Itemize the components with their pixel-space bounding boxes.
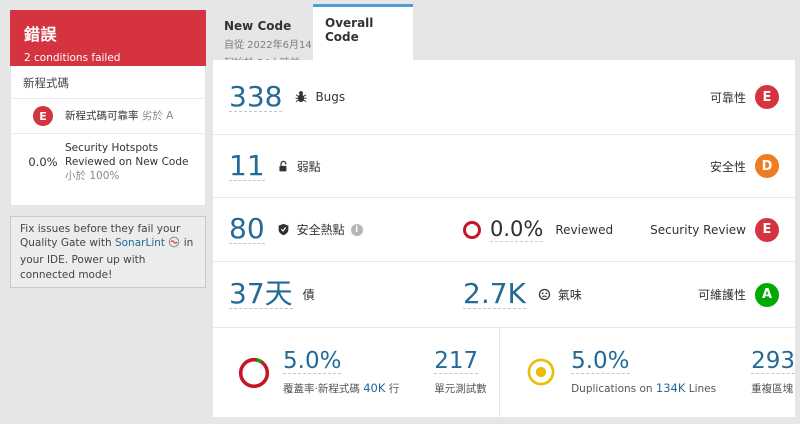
code-smells-block: 2.7K 氣味 — [463, 280, 582, 309]
vulnerabilities-row: 11 弱點 安全性 D — [213, 135, 795, 198]
security-review-rating: Security Review E — [650, 217, 779, 242]
condition-threshold: 劣於 A — [141, 109, 174, 122]
duplicated-blocks-label: 重複區塊 — [751, 382, 794, 395]
overall-code-metrics-panel: 338 Bugs 可靠性 E 11 — [213, 60, 795, 417]
security-review-rating-badge[interactable]: E — [755, 217, 779, 242]
bugs-label: Bugs — [315, 90, 346, 104]
condition-value: 0.0% — [28, 155, 58, 170]
maintainability-rating-badge[interactable]: A — [755, 282, 779, 307]
unit-tests-label: 單元測試數 — [434, 382, 487, 395]
smells-label: 氣味 — [557, 288, 582, 302]
security-hotspots-row: 80 安全熱點 i 0.0% Reviewed Security Review … — [213, 198, 795, 262]
coverage-value-link[interactable]: 5.0% — [283, 347, 342, 374]
condition-row-hotspots-reviewed[interactable]: 0.0% Security Hotspots Reviewed on New C… — [11, 134, 205, 191]
duplicated-blocks-count-link[interactable]: 293 — [751, 347, 795, 374]
condition-rating-cell: E — [21, 106, 65, 126]
condition-threshold: 小於 100% — [65, 170, 120, 183]
coverage-duplications-row: 5.0% 覆蓋率·新程式碼 40K 行 217 單元測試數 — [213, 328, 795, 417]
sonarlint-link[interactable]: SonarLint — [114, 237, 166, 250]
quality-gate-status-subtitle: 2 conditions failed — [24, 52, 121, 64]
hotspots-reviewed-label: Reviewed — [555, 222, 614, 237]
coverage-lines-link[interactable]: 40K — [363, 380, 386, 395]
tab-overall-code[interactable]: Overall Code — [313, 4, 413, 60]
sonarlint-promo-box: Fix issues before they fail your Quality… — [10, 215, 206, 289]
quality-gate-status-header: 錯誤 2 conditions failed — [10, 10, 206, 66]
hotspots-info-icon[interactable]: i — [350, 223, 363, 236]
duplications-label: Duplications on 134K Lines — [571, 381, 716, 395]
bug-icon — [294, 90, 308, 104]
maintainability-rating-label: 可維護性 — [697, 288, 746, 302]
coverage-label: 覆蓋率·新程式碼 40K 行 — [283, 381, 399, 396]
debt-label: 債 — [302, 288, 315, 302]
duplications-block: 5.0% Duplications on 134K Lines 293 重複區塊 — [500, 328, 795, 417]
rating-badge-e-icon: E — [33, 106, 53, 126]
security-rating-label: 安全性 — [709, 159, 746, 174]
reliability-rating-badge[interactable]: E — [755, 85, 779, 109]
maintainability-rating: 可維護性 A — [697, 282, 779, 307]
sonarlint-logo-icon — [168, 236, 180, 253]
quality-gate-sidebar: 錯誤 2 conditions failed 新程式碼 E 新程式碼可靠率 劣於… — [10, 10, 206, 289]
coverage-block: 5.0% 覆蓋率·新程式碼 40K 行 217 單元測試數 — [213, 328, 501, 417]
vulnerabilities-label: 弱點 — [296, 159, 321, 174]
condition-text: Security Hotspots Reviewed on New Code 小… — [65, 141, 195, 184]
unit-tests-block: 217 單元測試數 — [434, 347, 487, 396]
coverage-value-block: 5.0% 覆蓋率·新程式碼 40K 行 — [283, 347, 399, 396]
bugs-count-link[interactable]: 338 — [229, 79, 283, 113]
hotspots-label: 安全熱點 — [296, 223, 345, 237]
promo-text-before: Fix issues before they fail your Quality… — [20, 222, 181, 250]
promo-text-after: in your IDE. Power up with connected mod… — [20, 237, 194, 281]
bugs-row: 338 Bugs 可靠性 E — [213, 60, 795, 135]
condition-text: 新程式碼可靠率 劣於 A — [65, 109, 173, 123]
quality-gate-conditions-panel: 新程式碼 E 新程式碼可靠率 劣於 A 0.0% Security Hotspo… — [10, 66, 206, 206]
security-hotspot-shield-icon — [277, 223, 290, 236]
duplications-donut-icon — [526, 357, 558, 389]
condition-metric-label: Security Hotspots Reviewed on New Code — [65, 142, 189, 169]
hotspots-reviewed-value[interactable]: 0.0% — [490, 217, 544, 242]
duplications-label-suffix: Lines — [685, 383, 717, 395]
tab-new-code-since: 自從 2022年6月14日 — [224, 40, 322, 51]
tab-new-code-label: New Code — [224, 19, 292, 33]
hotspots-reviewed-block: 0.0% Reviewed — [463, 217, 613, 242]
duplications-value-link[interactable]: 5.0% — [571, 348, 630, 374]
new-code-section-heading: 新程式碼 — [11, 66, 205, 99]
vulnerabilities-count-link[interactable]: 11 — [229, 148, 265, 182]
condition-row-reliability[interactable]: E 新程式碼可靠率 劣於 A — [11, 99, 205, 134]
debt-value-link[interactable]: 37天 — [229, 277, 293, 310]
code-smell-icon — [538, 288, 551, 301]
security-review-rating-label: Security Review — [650, 222, 746, 237]
maintainability-row: 37天 債 2.7K 氣味 可維護性 A — [213, 262, 795, 328]
reliability-rating-label: 可靠性 — [709, 90, 746, 105]
duplicated-blocks-block: 293 重複區塊 — [751, 347, 795, 396]
reliability-rating: 可靠性 E — [710, 85, 779, 109]
open-lock-icon — [277, 160, 290, 173]
coverage-donut-icon — [238, 357, 270, 389]
condition-value-cell: 0.0% — [21, 155, 65, 169]
coverage-label-suffix: 行 — [385, 382, 400, 395]
duplications-label-prefix: Duplications on — [571, 383, 656, 395]
tab-new-code[interactable]: New Code 自從 2022年6月14日 起始於 24小時前 — [213, 13, 322, 69]
reviewed-ring-icon — [463, 220, 481, 239]
coverage-label-prefix: 覆蓋率·新程式碼 — [283, 382, 364, 395]
quality-gate-status-title: 錯誤 — [24, 25, 58, 44]
security-rating: 安全性 D — [710, 154, 779, 178]
hotspots-count-link[interactable]: 80 — [229, 212, 265, 245]
condition-metric-label: 新程式碼可靠率 — [65, 109, 139, 122]
unit-tests-count-link[interactable]: 217 — [434, 347, 479, 374]
duplications-lines-link[interactable]: 134K — [655, 381, 686, 395]
smells-count-link[interactable]: 2.7K — [463, 277, 526, 310]
duplications-value-block: 5.0% Duplications on 134K Lines — [571, 350, 716, 395]
tab-overall-code-label: Overall Code — [325, 16, 374, 44]
security-rating-badge[interactable]: D — [755, 154, 779, 178]
